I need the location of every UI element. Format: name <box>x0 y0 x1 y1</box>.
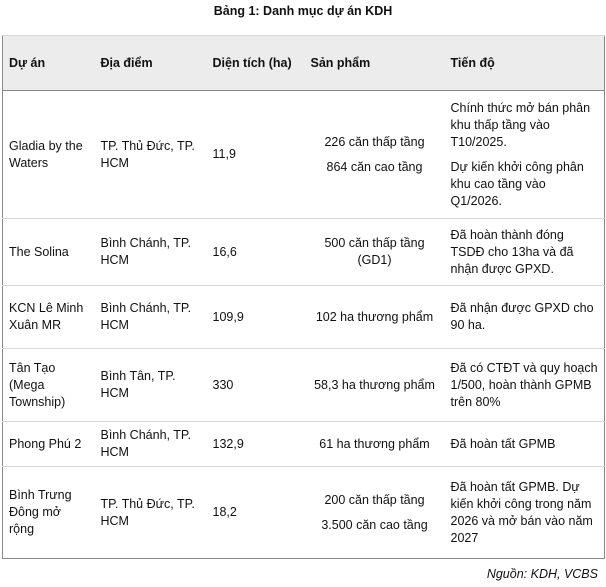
table-cell: 11,9 <box>206 90 305 219</box>
cell-text: Chính thức mở bán phân khu thấp tầng vào… <box>450 100 591 149</box>
table-cell: The Solina <box>2 218 95 286</box>
cell-text: 200 căn thấp tầng <box>324 492 425 507</box>
header-cell: Diện tích (ha) <box>206 35 305 91</box>
cell-text: 61 ha thương phẩm <box>319 436 430 451</box>
cell-text: The Solina <box>9 244 69 259</box>
cell-text: Bình Trưng Đông mở rộng <box>9 488 72 536</box>
table-cell: 61 ha thương phẩm <box>304 421 445 467</box>
cell-text: 16,6 <box>212 244 237 259</box>
cell-text: Bình Tân, TP. HCM <box>100 369 176 400</box>
cell-text: 226 căn thấp tầng <box>324 134 425 149</box>
cell-text: Phong Phú 2 <box>9 436 82 451</box>
cell-text: Bình Chánh, TP. HCM <box>100 301 192 332</box>
cell-text: 132,9 <box>212 436 244 451</box>
cell-text: TP. Thủ Đức, TP. HCM <box>100 138 195 170</box>
table-row: KCN Lê Minh Xuân MR Bình Chánh, TP. HCM 10… <box>2 285 605 349</box>
table-cell: 200 căn thấp tầng 3.500 căn cao tầng <box>304 466 445 559</box>
table-cell: Đã hoàn thành đóng TSDĐ cho 13ha và đã n… <box>444 218 605 286</box>
table-cell: Bình Chánh, TP. HCM <box>94 285 207 349</box>
cell-text: Đã nhận được GPXD cho 90 ha. <box>450 301 594 332</box>
table-row: The Solina Bình Chánh, TP. HCM 16,6 500 căn… <box>2 218 605 286</box>
table-cell: 109,9 <box>206 285 305 349</box>
cell-text: Bình Chánh, TP. HCM <box>100 428 192 459</box>
cell-text: Đã hoàn thành đóng TSDĐ cho 13ha và đã n… <box>450 227 574 276</box>
table-cell: 132,9 <box>206 421 305 467</box>
cell-text: Đã có CTĐT và quy hoạch 1/500, hoàn thàn… <box>450 360 598 409</box>
table-cell: 58,3 ha thương phẩm <box>304 348 445 422</box>
table-cell: 102 ha thương phẩm <box>304 285 445 349</box>
cell-text: 330 <box>212 377 234 392</box>
cell-text: TP. Thủ Đức, TP. HCM <box>100 496 195 528</box>
cell-text: Đã hoàn tất GPMB. Dự kiến khởi công tron… <box>450 479 593 545</box>
table-cell: Đã hoàn tất GPMB <box>444 421 605 467</box>
table-cell: Gladia by the Waters <box>2 90 95 219</box>
table-cell: 330 <box>206 348 305 422</box>
cell-text: Gladia by the Waters <box>9 138 83 170</box>
cell-text: 864 căn cao tầng <box>326 159 423 174</box>
cell-text: Đã hoàn tất GPMB <box>450 436 556 451</box>
table-cell: Phong Phú 2 <box>2 421 95 467</box>
cell-text: 3.500 căn cao tầng <box>321 517 428 532</box>
table-row: Phong Phú 2 Bình Chánh, TP. HCM 132,9 61 ha… <box>2 421 605 467</box>
header-cell: Dự án <box>2 35 95 91</box>
table-cell: Tân Tạo (Mega Township) <box>2 348 95 422</box>
cell-text: 500 căn thấp tầng (GD1) <box>324 236 425 267</box>
cell-text: Tân Tạo (Mega Township) <box>9 360 66 409</box>
table-cell: TP. Thủ Đức, TP. HCM <box>94 466 207 559</box>
table-cell: KCN Lê Minh Xuân MR <box>2 285 95 349</box>
table-cell: Bình Chánh, TP. HCM <box>94 218 207 286</box>
table-cell: Đã hoàn tất GPMB. Dự kiến khởi công tron… <box>444 466 605 559</box>
header-cell: Sản phẩm <box>304 35 445 91</box>
header-cell: Tiến độ <box>444 35 605 91</box>
table-cell: Bình Chánh, TP. HCM <box>94 421 207 467</box>
table-cell: 16,6 <box>206 218 305 286</box>
table-cell: Bình Tân, TP. HCM <box>94 348 207 422</box>
cell-text: Dự kiến khởi công phân khu cao tầng vào … <box>450 159 584 208</box>
source-note: Nguồn: KDH, VCBS <box>486 567 598 581</box>
table-cell: Đã nhận được GPXD cho 90 ha. <box>444 285 605 349</box>
cell-text: 102 ha thương phẩm <box>315 309 434 324</box>
header-row: Dự án Địa điểm Diện tích (ha) Sản phẩm Tiến … <box>2 35 605 91</box>
table-row: Bình Trưng Đông mở rộng TP. Thủ Đức, TP. … <box>2 466 605 559</box>
cell-text: Bình Chánh, TP. HCM <box>100 236 192 267</box>
header-cell: Địa điểm <box>94 35 207 91</box>
cell-text: 11,9 <box>212 147 236 161</box>
table-cell: Chính thức mở bán phân khu thấp tầng vào… <box>444 90 605 219</box>
table-row: Tân Tạo (Mega Township) Bình Tân, TP. HCM… <box>2 348 605 422</box>
table-cell: 18,2 <box>206 466 305 559</box>
cell-text: 58,3 ha thương phẩm <box>314 377 435 392</box>
table-row: Gladia by the Waters TP. Thủ Đức, TP. HCM… <box>2 90 605 219</box>
cell-text: 18,2 <box>212 505 237 519</box>
table-cell: 500 căn thấp tầng (GD1) <box>304 218 445 286</box>
table-cell: Bình Trưng Đông mở rộng <box>2 466 95 559</box>
table-cell: 226 căn thấp tầng 864 căn cao tầng <box>304 90 445 219</box>
cell-text: KCN Lê Minh Xuân MR <box>9 301 84 332</box>
table-cell: TP. Thủ Đức, TP. HCM <box>94 90 207 219</box>
table-cell: Đã có CTĐT và quy hoạch 1/500, hoàn thàn… <box>444 348 605 422</box>
table-title: Bảng 1: Danh mục dự án KDH <box>213 4 393 18</box>
cell-text: 109,9 <box>212 309 244 324</box>
project-table: Dự án Địa điểm Diện tích (ha) Sản phẩm Tiến … <box>2 35 605 559</box>
